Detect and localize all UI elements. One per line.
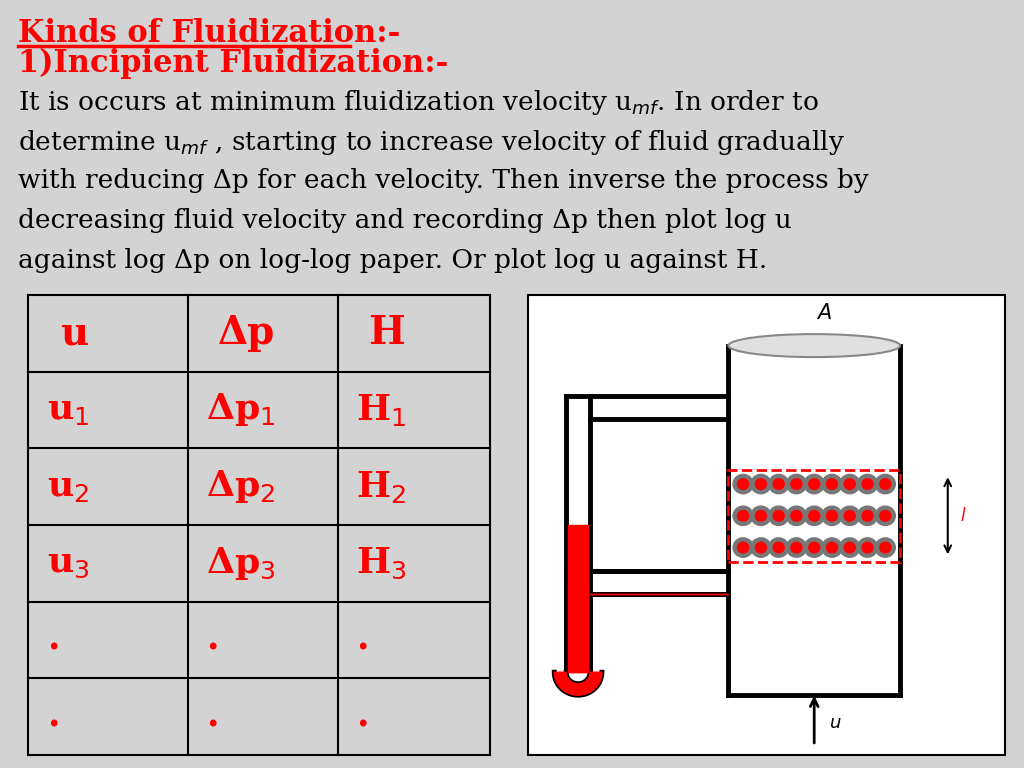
Text: determine u$_{mf}$ , starting to increase velocity of fluid gradually: determine u$_{mf}$ , starting to increas… (18, 128, 845, 157)
Circle shape (862, 542, 873, 553)
Text: H$_1$: H$_1$ (356, 392, 407, 428)
Circle shape (751, 506, 771, 525)
Text: .: . (356, 623, 369, 657)
Text: u$_1$: u$_1$ (47, 393, 89, 427)
Circle shape (769, 475, 788, 494)
Circle shape (840, 538, 860, 558)
Circle shape (862, 511, 873, 521)
Text: u$_2$: u$_2$ (47, 470, 89, 504)
Ellipse shape (728, 334, 900, 357)
Circle shape (844, 542, 855, 553)
Bar (728, 470, 900, 562)
Circle shape (840, 506, 860, 525)
Text: .: . (47, 623, 59, 657)
Text: $\mathit{u}$: $\mathit{u}$ (828, 713, 841, 732)
Circle shape (773, 511, 784, 521)
Circle shape (751, 538, 771, 558)
Text: decreasing fluid velocity and recording Δp then plot log u: decreasing fluid velocity and recording … (18, 208, 792, 233)
Text: against log Δp on log-log paper. Or plot log u against H.: against log Δp on log-log paper. Or plot… (18, 248, 767, 273)
Circle shape (809, 542, 819, 553)
Circle shape (844, 511, 855, 521)
Circle shape (791, 542, 802, 553)
Circle shape (840, 475, 860, 494)
Circle shape (862, 478, 873, 489)
Circle shape (826, 511, 838, 521)
Text: Δp$_1$: Δp$_1$ (206, 392, 275, 429)
Circle shape (756, 542, 766, 553)
Text: with reducing Δp for each velocity. Then inverse the process by: with reducing Δp for each velocity. Then… (18, 168, 868, 193)
Circle shape (733, 475, 753, 494)
Circle shape (809, 478, 819, 489)
Circle shape (791, 478, 802, 489)
Text: .: . (206, 623, 218, 657)
Text: $\mathit{l}$: $\mathit{l}$ (959, 507, 967, 525)
Text: Δp: Δp (218, 314, 275, 353)
Circle shape (773, 478, 784, 489)
Bar (528, 295, 1005, 755)
Circle shape (822, 475, 842, 494)
Circle shape (857, 506, 878, 525)
Circle shape (751, 475, 771, 494)
Circle shape (876, 475, 895, 494)
Circle shape (876, 538, 895, 558)
Text: $\mathit{A}$: $\mathit{A}$ (816, 303, 831, 323)
Circle shape (809, 511, 819, 521)
Circle shape (769, 538, 788, 558)
Circle shape (826, 542, 838, 553)
Circle shape (786, 506, 807, 525)
Text: Δp$_2$: Δp$_2$ (206, 468, 275, 505)
Circle shape (826, 478, 838, 489)
Circle shape (756, 511, 766, 521)
Circle shape (857, 475, 878, 494)
Circle shape (769, 506, 788, 525)
Polygon shape (554, 672, 602, 695)
Circle shape (773, 542, 784, 553)
Text: u$_3$: u$_3$ (47, 546, 90, 581)
Circle shape (844, 478, 855, 489)
Circle shape (804, 475, 824, 494)
Text: .: . (206, 700, 218, 733)
Circle shape (804, 538, 824, 558)
Text: 1)Incipient Fluidization:-: 1)Incipient Fluidization:- (18, 48, 449, 79)
Text: H$_2$: H$_2$ (356, 468, 407, 505)
Circle shape (822, 506, 842, 525)
Text: H$_3$: H$_3$ (356, 546, 407, 581)
Circle shape (737, 511, 749, 521)
Circle shape (791, 511, 802, 521)
Circle shape (786, 475, 807, 494)
Circle shape (756, 478, 766, 489)
Circle shape (804, 506, 824, 525)
Circle shape (733, 506, 753, 525)
Text: .: . (47, 700, 59, 733)
Circle shape (737, 478, 749, 489)
Text: u: u (60, 314, 88, 353)
Text: It is occurs at minimum fluidization velocity u$_{mf}$. In order to: It is occurs at minimum fluidization vel… (18, 88, 818, 117)
Circle shape (786, 538, 807, 558)
Circle shape (880, 542, 891, 553)
Circle shape (733, 538, 753, 558)
Circle shape (822, 538, 842, 558)
Circle shape (880, 478, 891, 489)
Text: H: H (369, 314, 406, 353)
Circle shape (857, 538, 878, 558)
Text: Δp$_3$: Δp$_3$ (206, 545, 275, 582)
Circle shape (876, 506, 895, 525)
Text: Kinds of Fluidization:-: Kinds of Fluidization:- (18, 18, 400, 49)
Text: .: . (356, 700, 369, 733)
Circle shape (737, 542, 749, 553)
Circle shape (880, 511, 891, 521)
